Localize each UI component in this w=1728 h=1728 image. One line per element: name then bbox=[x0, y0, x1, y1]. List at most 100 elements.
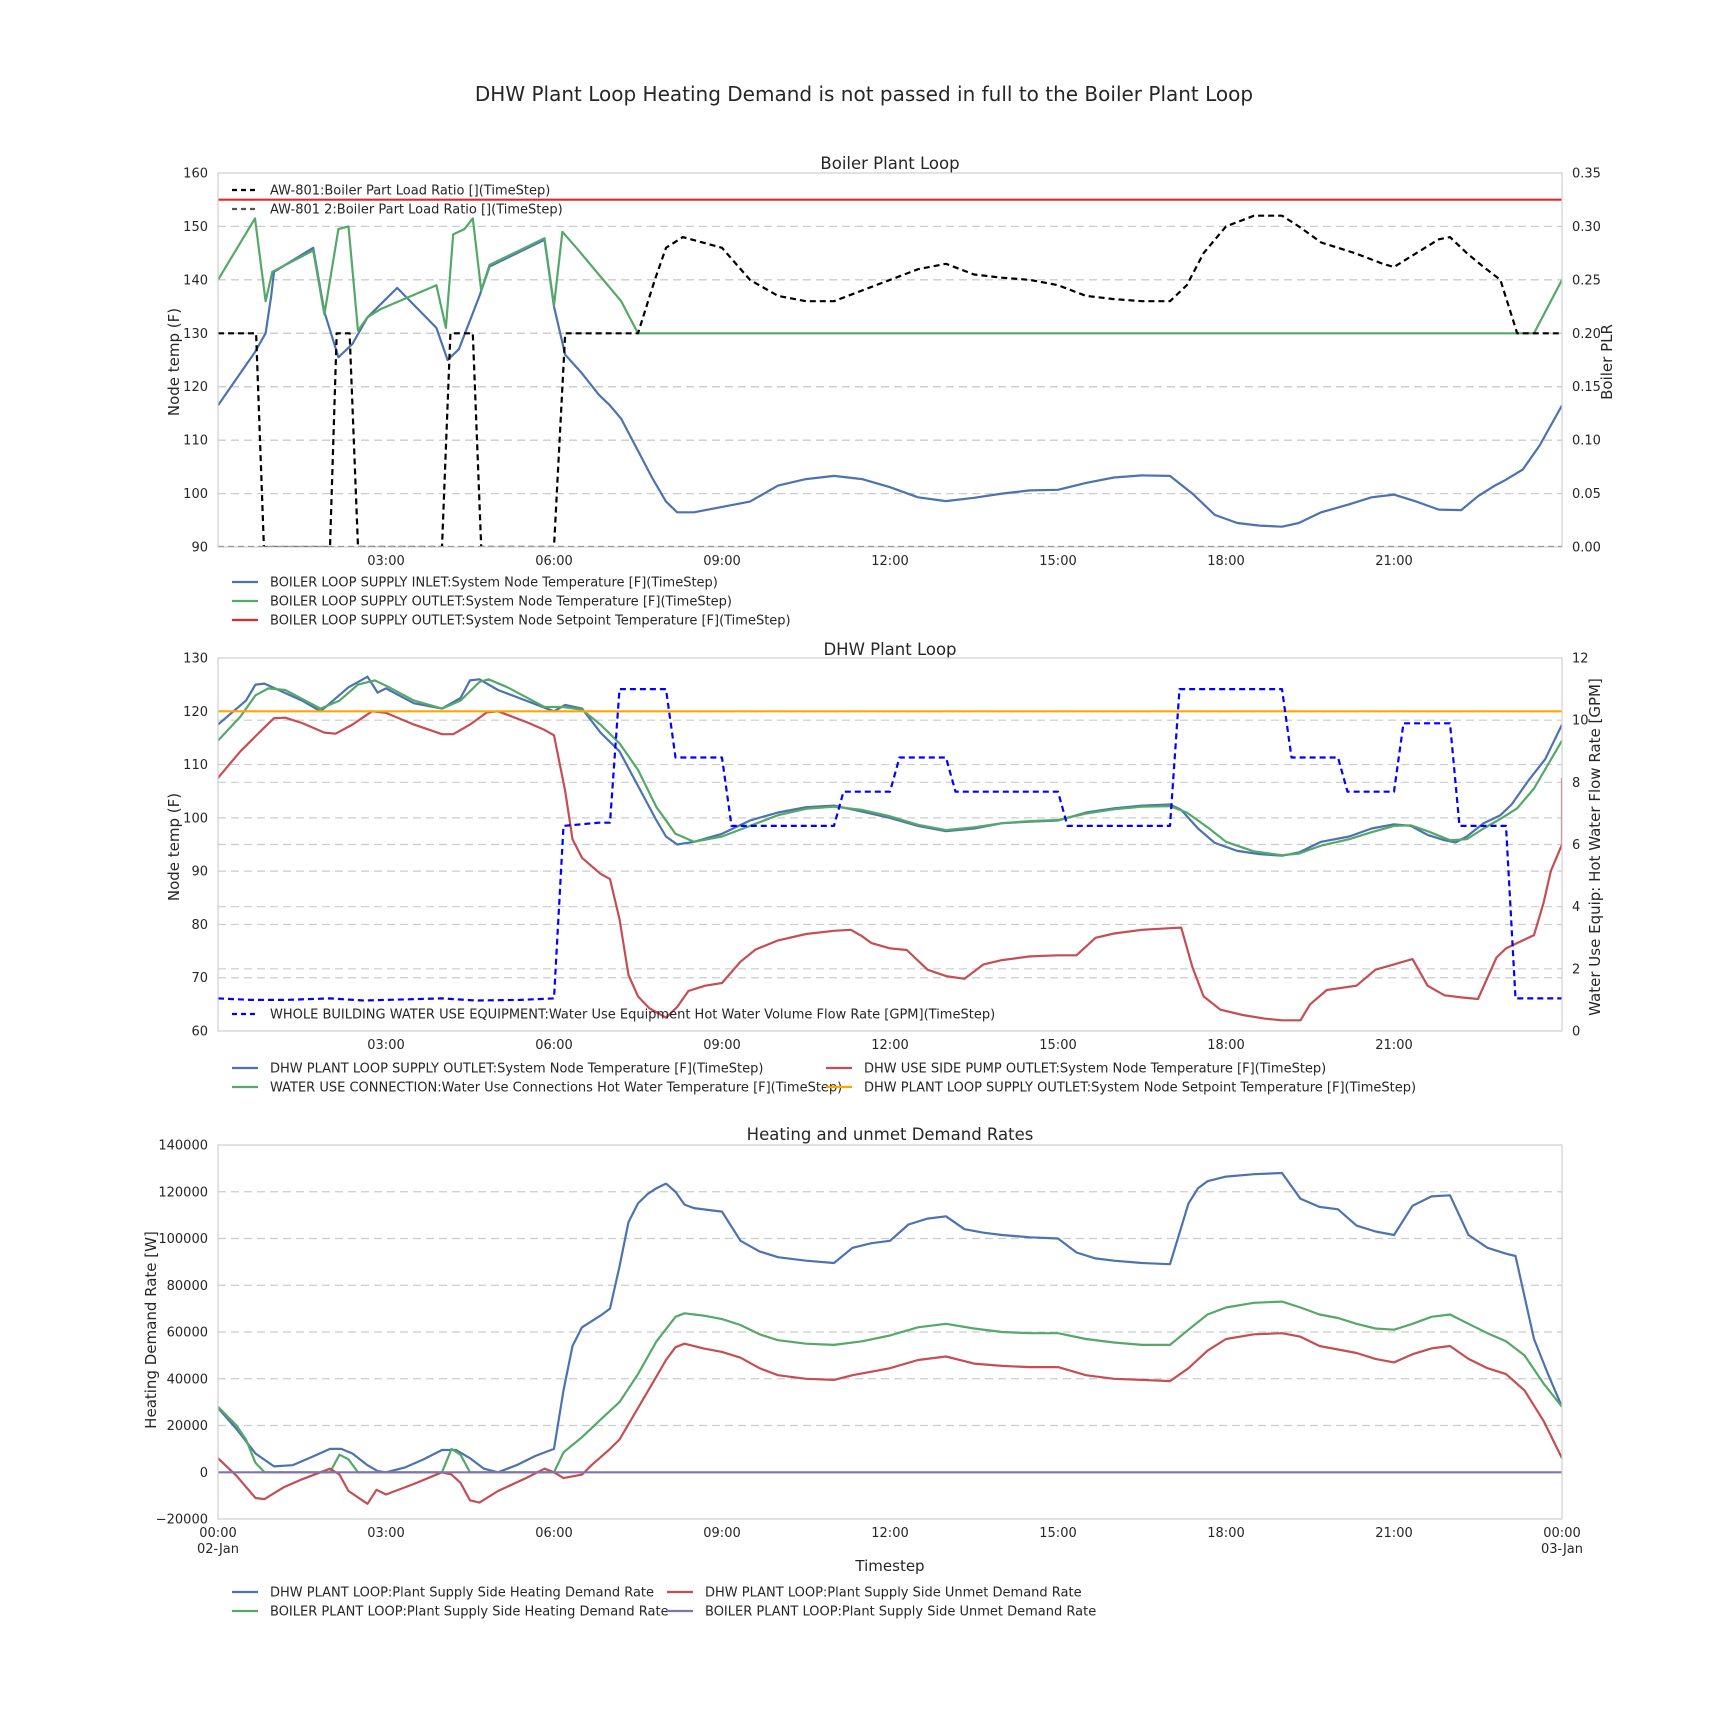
x-tick-label: 12:00 bbox=[871, 1038, 908, 1053]
y-axis-label: Node temp (F) bbox=[165, 793, 183, 901]
series-line bbox=[218, 214, 1562, 547]
series-line bbox=[218, 238, 1562, 528]
series-line bbox=[218, 1332, 1562, 1505]
y-tick-label: −20000 bbox=[156, 1513, 208, 1528]
x-tick-label: 21:00 bbox=[1375, 1526, 1412, 1541]
y-tick-label: 90 bbox=[191, 865, 208, 880]
y2-tick-label: 8 bbox=[1572, 776, 1580, 791]
series-line bbox=[218, 675, 1562, 857]
x-tick-label: 00:00 bbox=[1543, 1526, 1580, 1541]
x-tick-label: 18:00 bbox=[1207, 554, 1244, 569]
y2-tick-label: 10 bbox=[1572, 714, 1589, 729]
x-tick-label: 03:00 bbox=[367, 1038, 404, 1053]
y-tick-label: 100 bbox=[183, 487, 208, 502]
y-tick-label: 110 bbox=[183, 758, 208, 773]
x-tick-label: 03-Jan bbox=[1541, 1542, 1583, 1557]
y-tick-label: 80 bbox=[191, 918, 208, 933]
series-group bbox=[218, 198, 1562, 547]
y-tick-label: 60000 bbox=[167, 1326, 208, 1341]
y2-tick-label: 0.20 bbox=[1572, 327, 1601, 342]
series-group bbox=[218, 1171, 1562, 1505]
y-tick-label: 70 bbox=[191, 971, 208, 986]
y-tick-label: 140000 bbox=[158, 1139, 208, 1154]
x-tick-label: 12:00 bbox=[871, 554, 908, 569]
y-tick-label: 100 bbox=[183, 811, 208, 826]
series-group bbox=[218, 675, 1562, 1022]
x-tick-label: 00:00 bbox=[199, 1526, 236, 1541]
series-line bbox=[218, 678, 1562, 857]
y2-tick-label: 0 bbox=[1572, 1025, 1580, 1040]
y-axis-label: Heating Demand Rate [W] bbox=[142, 1231, 160, 1429]
x-tick-label: 03:00 bbox=[367, 554, 404, 569]
y2-tick-label: 12 bbox=[1572, 652, 1589, 667]
y2-tick-label: 0.35 bbox=[1572, 167, 1601, 182]
y-tick-label: 150 bbox=[183, 220, 208, 235]
y-tick-label: 80000 bbox=[167, 1279, 208, 1294]
y-tick-label: 100000 bbox=[158, 1232, 208, 1247]
x-tick-label: 02-Jan bbox=[197, 1542, 239, 1557]
legend-entry-label: BOILER LOOP SUPPLY OUTLET:System Node Te… bbox=[270, 595, 732, 610]
y-tick-label: 130 bbox=[183, 652, 208, 667]
legend-entry-label: BOILER LOOP SUPPLY INLET:System Node Tem… bbox=[270, 576, 718, 591]
x-tick-label: 06:00 bbox=[535, 1038, 572, 1053]
y-tick-label: 120000 bbox=[158, 1185, 208, 1200]
x-tick-label: 21:00 bbox=[1375, 1038, 1412, 1053]
plot-frame bbox=[217, 1144, 1563, 1520]
series-line bbox=[218, 710, 1562, 1022]
y2-tick-label: 0.25 bbox=[1572, 273, 1601, 288]
y2-axis-label: Water Use Equip: Hot Water Flow Rate [GP… bbox=[1586, 678, 1604, 1016]
y2-axis-label: Boiler PLR bbox=[1598, 324, 1616, 400]
plot-frame bbox=[217, 657, 1563, 1032]
x-tick-label: 18:00 bbox=[1207, 1526, 1244, 1541]
y-tick-label: 110 bbox=[183, 434, 208, 449]
x-tick-label: 06:00 bbox=[535, 1526, 572, 1541]
legend-entry-label: BOILER PLANT LOOP:Plant Supply Side Heat… bbox=[270, 1605, 669, 1620]
figure-title: DHW Plant Loop Heating Demand is not pas… bbox=[475, 82, 1253, 106]
legend-entry-label: BOILER LOOP SUPPLY OUTLET:System Node Se… bbox=[270, 614, 791, 629]
x-tick-label: 09:00 bbox=[703, 1038, 740, 1053]
legend-entry-label: AW-801:Boiler Part Load Ratio [](TimeSte… bbox=[270, 184, 550, 199]
panel-title: Heating and unmet Demand Rates bbox=[747, 1125, 1034, 1144]
y2-tick-label: 0.00 bbox=[1572, 541, 1601, 556]
legend-entry-label: AW-801 2:Boiler Part Load Ratio [](TimeS… bbox=[270, 203, 563, 218]
y-tick-label: 20000 bbox=[167, 1419, 208, 1434]
x-tick-label: 03:00 bbox=[367, 1526, 404, 1541]
x-tick-label: 12:00 bbox=[871, 1526, 908, 1541]
y2-tick-label: 4 bbox=[1572, 900, 1580, 915]
x-tick-label: 15:00 bbox=[1039, 1038, 1076, 1053]
x-tick-label: 15:00 bbox=[1039, 1526, 1076, 1541]
legend-entry-label: DHW USE SIDE PUMP OUTLET:System Node Tem… bbox=[864, 1062, 1326, 1077]
y-tick-label: 90 bbox=[191, 541, 208, 556]
panel-heating-demand-rates: Heating and unmet Demand Rates Heating D… bbox=[142, 1125, 1583, 1620]
x-tick-label: 21:00 bbox=[1375, 554, 1412, 569]
panel-boiler-plant-loop: Boiler Plant Loop Node temp (F) Boiler P… bbox=[165, 154, 1616, 629]
series-line bbox=[218, 688, 1562, 1002]
panel-title: DHW Plant Loop bbox=[823, 640, 956, 659]
y-tick-label: 140 bbox=[183, 273, 208, 288]
series-line bbox=[218, 1300, 1562, 1474]
legend-entry-label: DHW PLANT LOOP SUPPLY OUTLET:System Node… bbox=[270, 1062, 763, 1077]
legend-entry-label: DHW PLANT LOOP:Plant Supply Side Heating… bbox=[270, 1586, 654, 1601]
y-tick-label: 130 bbox=[183, 327, 208, 342]
y-tick-label: 120 bbox=[183, 380, 208, 395]
x-tick-label: 09:00 bbox=[703, 554, 740, 569]
series-line bbox=[218, 1171, 1562, 1474]
x-tick-label: 18:00 bbox=[1207, 1038, 1244, 1053]
y2-tick-label: 0.15 bbox=[1572, 380, 1601, 395]
legend-entry-label: WATER USE CONNECTION:Water Use Connectio… bbox=[270, 1081, 842, 1096]
y-tick-label: 60 bbox=[191, 1025, 208, 1040]
legend-entry-label: BOILER PLANT LOOP:Plant Supply Side Unme… bbox=[705, 1605, 1096, 1620]
panel-dhw-plant-loop: DHW Plant Loop Node temp (F) Water Use E… bbox=[165, 640, 1604, 1096]
y2-tick-label: 0.30 bbox=[1572, 220, 1601, 235]
y2-tick-label: 6 bbox=[1572, 838, 1580, 853]
y-tick-label: 120 bbox=[183, 705, 208, 720]
series-line bbox=[218, 217, 1562, 335]
plot-frame bbox=[217, 172, 1563, 548]
y-tick-label: 160 bbox=[183, 167, 208, 182]
y2-tick-label: 0.05 bbox=[1572, 487, 1601, 502]
legend-entry-label: DHW PLANT LOOP:Plant Supply Side Unmet D… bbox=[705, 1586, 1082, 1601]
x-tick-label: 09:00 bbox=[703, 1526, 740, 1541]
y-axis-label: Node temp (F) bbox=[165, 308, 183, 416]
y2-tick-label: 0.10 bbox=[1572, 434, 1601, 449]
